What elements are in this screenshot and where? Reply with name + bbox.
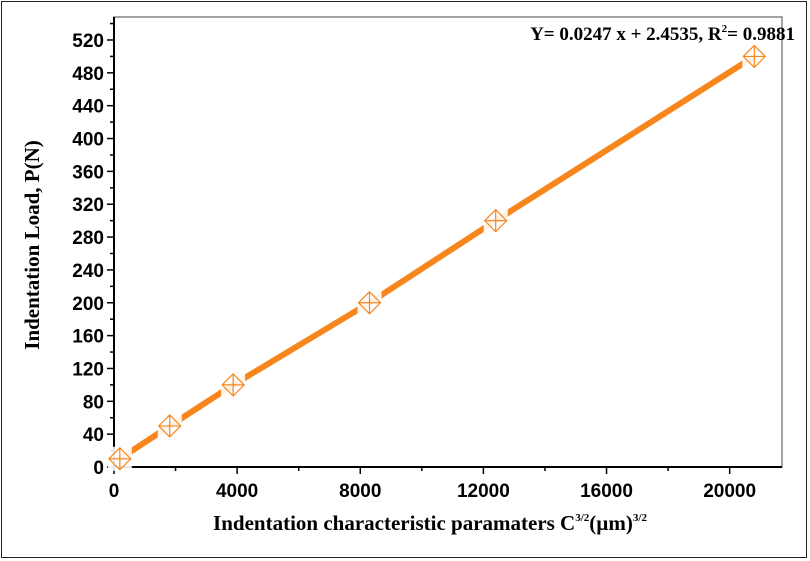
data-point [221, 373, 245, 397]
y-tick-label: 200 [72, 294, 104, 315]
y-tick-label: 160 [72, 327, 104, 348]
x-axis-title: Indentation characteristic paramaters C3… [213, 511, 647, 535]
series-line [116, 53, 758, 462]
data-point [357, 290, 382, 315]
x-tick-label: 20000 [703, 481, 756, 502]
x-tick-label: 12000 [457, 481, 510, 502]
y-tick-label: 320 [72, 195, 104, 216]
y-tick-label: 240 [72, 261, 104, 282]
x-tick-label: 8000 [339, 481, 381, 502]
y-tick-label: 120 [72, 359, 104, 380]
y-tick-label: 520 [72, 31, 104, 52]
y-tick-label: 480 [72, 64, 104, 85]
data-point [108, 446, 132, 471]
fit-equation: Y= 0.0247 x + 2.4535, R2= 0.9881 [530, 23, 795, 45]
y-tick-label: 280 [72, 228, 104, 249]
y-axis-title: Indentation Load, P(N) [20, 140, 44, 349]
y-tick-label: 360 [72, 162, 104, 183]
x-tick-label: 4000 [216, 481, 258, 502]
y-tick-label: 40 [83, 425, 104, 446]
y-tick-label: 400 [72, 130, 104, 151]
y-tick-label: 440 [72, 97, 104, 118]
data-point [483, 208, 508, 233]
y-tick-label: 80 [83, 392, 104, 413]
x-tick-label: 0 [109, 481, 120, 502]
y-tick-label: 0 [93, 458, 104, 479]
data-point [742, 44, 767, 69]
data-point [157, 414, 182, 438]
x-tick-label: 16000 [580, 481, 633, 502]
